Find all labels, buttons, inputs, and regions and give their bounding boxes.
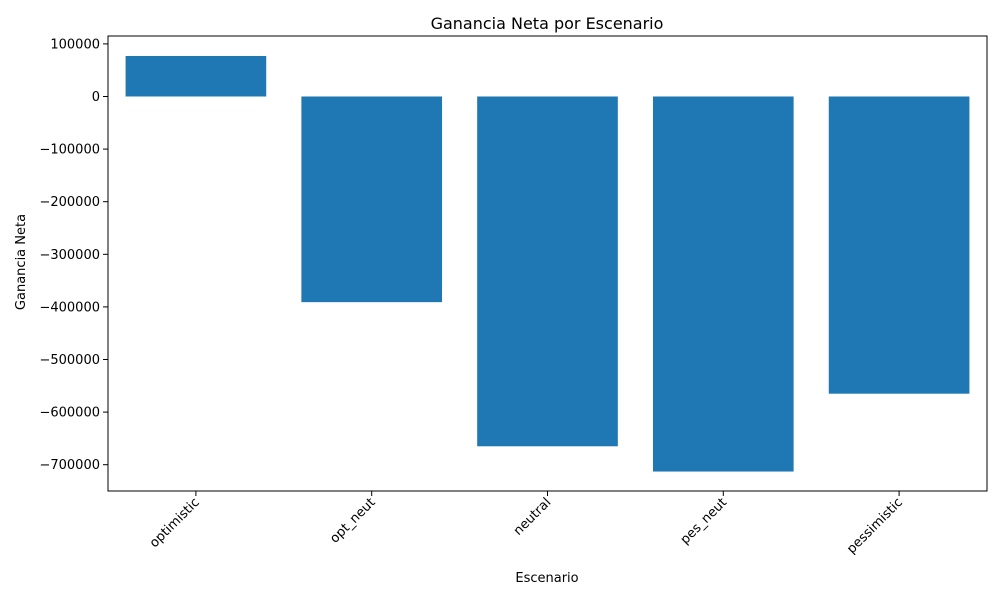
bar-pessimistic [828,96,970,394]
bars-group [125,55,970,472]
y-tick-label: −300000 [39,248,100,263]
x-axis-title: Escenario [515,571,578,586]
chart-title: Ganancia Neta por Escenario [431,14,664,33]
y-tick-label: −700000 [39,458,100,473]
plot-area-frame [107,35,988,492]
y-tick-label: 0 [92,90,100,105]
bar-optimistic [125,55,267,97]
x-tick-label: optimistic [147,495,203,551]
y-tick-label: 100000 [50,37,100,52]
x-tick-label: opt_neut [327,495,378,546]
x-tick-label: pessimistic [844,495,906,557]
x-tick-label: pes_neut [678,495,730,547]
x-axis-ticks: optimistic opt_neut neutral pes_neut pessimi… [147,491,906,557]
y-axis-ticks: 100000 0 −100000 −200000 −300000 −400000 −5000… [39,37,108,473]
y-tick-label: −500000 [39,353,100,368]
bar-neutral [477,96,618,447]
bar-pes_neut [652,96,794,472]
y-tick-label: −600000 [39,406,100,421]
bar-opt_neut [301,96,443,303]
y-tick-label: −400000 [39,300,100,315]
y-tick-label: −100000 [39,143,100,158]
y-axis-title: Ganancia Neta [14,214,29,310]
x-tick-label: neutral [511,495,554,538]
y-tick-label: −200000 [39,195,100,210]
